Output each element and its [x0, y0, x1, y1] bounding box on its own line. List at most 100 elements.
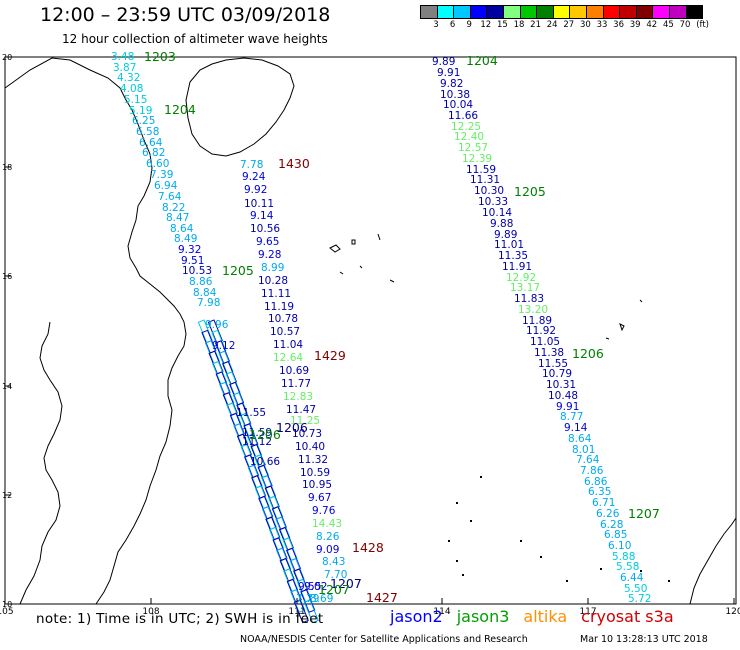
wave-height-value: 7.98 — [197, 297, 220, 309]
wave-height-value: 9.91 — [556, 401, 579, 413]
wave-height-value: 6.44 — [620, 572, 644, 584]
wave-height-value: 10.40 — [295, 441, 325, 453]
dense-track-streaks — [197, 319, 319, 624]
wave-height-value: 11.66 — [448, 110, 478, 122]
wave-height-value: 9.88 — [490, 218, 513, 230]
pass-time-label: 1207 — [318, 582, 350, 597]
wave-height-value: 10.95 — [302, 479, 332, 491]
wave-height-value: 10.38 — [440, 89, 470, 101]
pass-time-label: 1205 — [514, 184, 546, 199]
wave-height-value: 8.43 — [322, 556, 345, 568]
wave-height-value: 9.55 — [298, 581, 321, 593]
wave-height-value: 11.38 — [534, 347, 564, 359]
pass-time-label: 1207 — [330, 576, 362, 591]
wave-height-value: 9.67 — [308, 492, 331, 504]
wave-height-value: 10.69 — [279, 365, 309, 377]
wave-height-value: 5.50 — [624, 583, 647, 595]
wave-height-value: 9.28 — [258, 249, 281, 261]
wave-height-value: 4.32 — [117, 72, 140, 84]
scale-label: 3 — [433, 20, 439, 30]
wave-height-value: 11.55 — [538, 358, 568, 370]
streak-mark — [293, 599, 309, 624]
satellite-legend: jason2 jason3 altika cryosat s3a — [390, 607, 688, 626]
wave-height-value: 9.91 — [437, 67, 460, 79]
legend-entry-altika: altika — [523, 607, 568, 626]
wave-height-value: 9.14 — [250, 210, 274, 222]
scale-label: 70 — [679, 20, 691, 30]
wave-height-value: 3.48 — [111, 51, 134, 63]
wave-height-value: 11.77 — [281, 378, 311, 390]
coastline-palawan — [689, 517, 737, 605]
scale-label: 24 — [546, 20, 558, 30]
pass-time-label: 1430 — [278, 156, 310, 171]
wave-height-value: 10.59 — [300, 467, 330, 479]
wave-height-value: 11.05 — [530, 336, 560, 348]
scale-label: 39 — [629, 20, 641, 30]
wave-height-value: 10.79 — [542, 368, 572, 380]
longitude-tick-label: 114 — [433, 607, 450, 617]
coastline-cambodia — [19, 321, 63, 605]
latitude-tick-label: 20 — [2, 53, 12, 62]
wave-height-value: 12.92 — [506, 272, 536, 284]
footer-credit: NOAA/NESDIS Center for Satellite Applica… — [240, 634, 528, 645]
latitude-tick-label: 16 — [2, 272, 12, 281]
longitude-tick-label: 120 — [725, 607, 740, 617]
wave-height-value: 9.32 — [178, 244, 201, 256]
wave-height-value: 11.25 — [290, 415, 320, 427]
wave-height-value: 8.77 — [560, 411, 583, 423]
latitude-tick-label: 10 — [2, 600, 12, 609]
pass-time-label: 1204 — [466, 53, 498, 68]
scale-label: 45 — [662, 20, 674, 30]
legend-entry-jason2: jason2 — [390, 607, 443, 626]
wave-height-value: 11.35 — [498, 250, 528, 262]
scale-label: 27 — [563, 20, 575, 30]
scale-unit: (ft) — [696, 20, 709, 30]
pass-labels: 1203120414301205142912061206142812071207… — [144, 49, 660, 605]
latitude-tick-label: 18 — [2, 163, 12, 172]
wave-height-value: 9.96 — [205, 319, 229, 331]
scale-label: 33 — [596, 20, 608, 30]
wave-height-value: 10.30 — [474, 185, 504, 197]
pass-time-label: 1429 — [314, 348, 346, 363]
wave-height-value: 7.86 — [580, 465, 604, 477]
wave-height-value: 10.56 — [250, 223, 280, 235]
wave-height-value: 11.04 — [273, 339, 303, 351]
wave-height-value: 12.25 — [451, 121, 481, 133]
wave-height-value: 10.73 — [292, 428, 322, 440]
pass-time-label: 1205 — [222, 263, 254, 278]
wave-height-value: 8.01 — [572, 444, 595, 456]
wave-height-value: 6.85 — [604, 529, 627, 541]
wave-height-value: 8.26 — [316, 531, 340, 543]
page-subtitle: 12 hour collection of altimeter wave hei… — [62, 32, 328, 46]
small-islands — [329, 233, 643, 340]
wave-height-value: 10.78 — [268, 313, 298, 325]
wave-height-value: 5.72 — [628, 593, 651, 605]
wave-height-value: 12.57 — [458, 142, 488, 154]
longitude-tick-label: 108 — [142, 607, 159, 617]
color-scale-labels: 3 6 9 12 15 18 21 24 27 30 33 36 39 42 45 70 (ft) — [420, 19, 709, 33]
wave-height-value: 13.20 — [518, 304, 548, 316]
wave-height-value: 6.64 — [139, 137, 163, 149]
wave-height-value: 10.04 — [443, 99, 473, 111]
pass-time-label: 1206 — [572, 346, 604, 361]
wave-height-value: 10.66 — [250, 456, 280, 468]
scale-swatch — [685, 5, 704, 19]
wave-height-value: 6.58 — [136, 126, 159, 138]
wave-height-value: 6.28 — [600, 519, 623, 531]
wave-height-value: 10.11 — [244, 198, 274, 210]
wave-height-value: 4.08 — [120, 83, 143, 95]
wave-height-value: 9.65 — [256, 236, 279, 248]
wave-height-value: 11.59 — [466, 164, 496, 176]
wave-height-value: 6.60 — [146, 158, 169, 170]
wave-height-value: 11.59 — [242, 427, 272, 439]
wave-height-value: 8.47 — [166, 212, 189, 224]
longitude-tick-label: 105 — [0, 607, 14, 617]
wave-height-value: 10.14 — [482, 207, 512, 219]
wave-height-value: 6.94 — [154, 180, 178, 192]
wave-height-value: 9.89 — [494, 229, 517, 241]
map-frame — [4, 56, 737, 605]
wave-height-value: 5.58 — [616, 561, 639, 573]
page-title: 12:00 – 23:59 UTC 03/09/2018 — [40, 4, 331, 26]
wave-height-value: 11.91 — [502, 261, 532, 273]
